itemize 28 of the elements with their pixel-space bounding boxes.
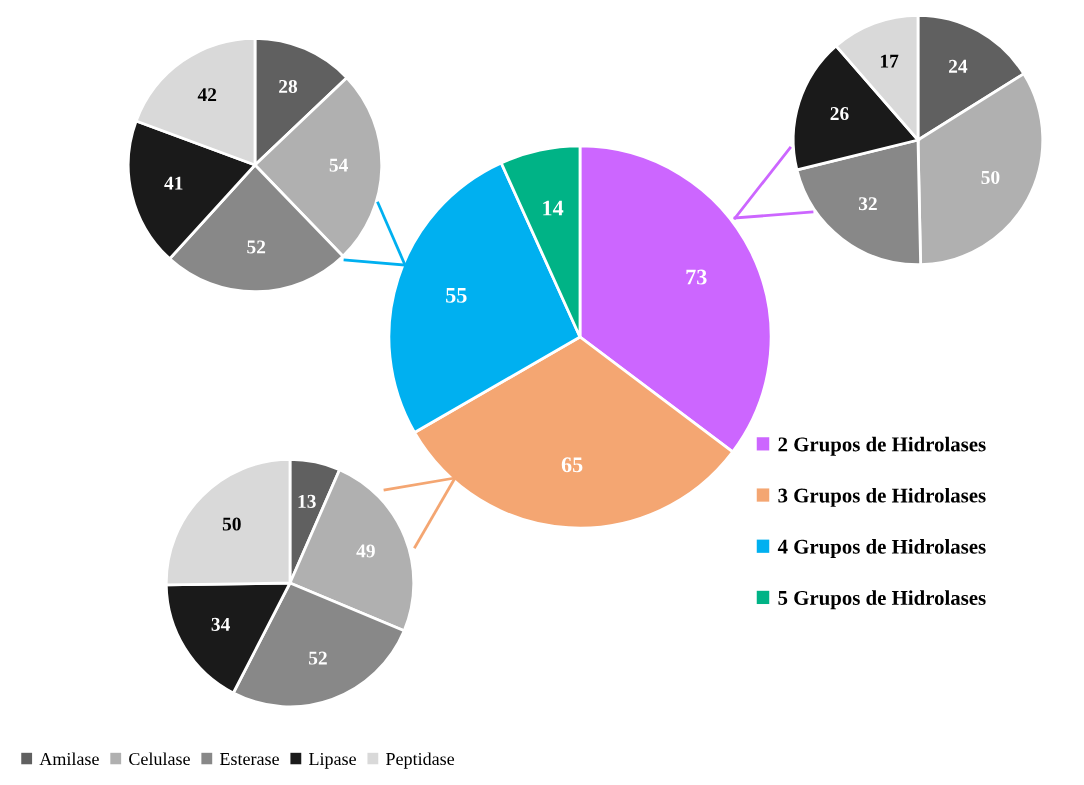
data-label: 28 xyxy=(279,79,298,93)
data-label: 41 xyxy=(164,176,183,190)
data-label: 50 xyxy=(222,517,241,531)
data-label: 26 xyxy=(830,107,849,121)
data-label: 55 xyxy=(446,288,467,303)
legend-label: 4 Grupos de Hidrolases xyxy=(777,539,986,559)
data-label: 49 xyxy=(356,544,375,558)
legend-label: 5 Grupos de Hidrolases xyxy=(778,590,986,610)
data-label: 24 xyxy=(949,59,968,73)
data-label: 14 xyxy=(543,200,564,216)
data-label: 73 xyxy=(686,269,707,285)
data-label: 52 xyxy=(247,240,266,254)
data-label: 13 xyxy=(298,494,316,508)
data-label: 52 xyxy=(308,651,327,665)
legend-label: Peptidase xyxy=(386,752,455,769)
legend-label: 3 Grupos de Hidrolases xyxy=(778,487,986,507)
data-label: 17 xyxy=(880,54,899,68)
data-label: 32 xyxy=(858,197,877,211)
data-label: 34 xyxy=(211,617,230,631)
data-label: 42 xyxy=(197,88,217,102)
legend-label: Esterase xyxy=(219,753,279,766)
data-label: 54 xyxy=(329,158,348,172)
legend-label: 2 Grupos de Hidrolases xyxy=(778,436,986,456)
legend-label: Celulase xyxy=(129,752,190,766)
legend-label: Amilase xyxy=(39,752,99,766)
data-label: 65 xyxy=(561,457,583,473)
data-label: 50 xyxy=(981,170,1000,185)
legend-label: Lipase xyxy=(309,752,356,769)
